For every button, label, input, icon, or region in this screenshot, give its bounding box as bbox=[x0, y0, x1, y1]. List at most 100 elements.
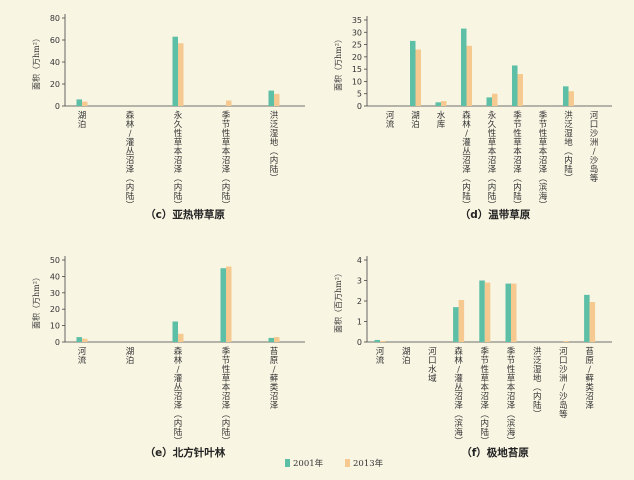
bar bbox=[461, 28, 467, 107]
category-label: 苔原∕藓类沼泽 bbox=[270, 346, 279, 411]
y-tick-label: 80 bbox=[50, 14, 60, 23]
bar bbox=[226, 266, 232, 342]
category-label: 永久性草本沼泽︵内陆︶ bbox=[488, 110, 497, 211]
y-tick-label: 10 bbox=[50, 322, 60, 331]
bar bbox=[512, 65, 518, 106]
y-axis-label: 面积（万hm²） bbox=[31, 273, 41, 329]
y-tick-label: 0 bbox=[55, 338, 60, 347]
category-label: 河口水域 bbox=[428, 346, 437, 384]
y-tick-label: 1 bbox=[357, 318, 362, 327]
y-tick-label: 40 bbox=[50, 272, 60, 281]
category-label: 洪泛湿地︵内陆︶ bbox=[270, 110, 279, 184]
y-tick-label: 20 bbox=[50, 305, 60, 314]
y-tick-label: 30 bbox=[352, 28, 362, 37]
bar bbox=[563, 340, 569, 342]
bar bbox=[466, 45, 472, 106]
category-label: 森林∕灌丛沼泽︵内陆︶ bbox=[126, 110, 135, 211]
category-label: 森林∕灌丛沼泽︵内陆︶ bbox=[174, 346, 183, 447]
category-label: 河流 bbox=[376, 346, 385, 366]
category-label: 季节性草本沼泽︵滨海︶ bbox=[507, 346, 516, 447]
bar bbox=[453, 307, 459, 342]
category-label: 季节性草本沼泽︵滨海︶ bbox=[539, 110, 548, 211]
bar bbox=[415, 49, 421, 106]
bar bbox=[178, 43, 184, 106]
bar bbox=[82, 101, 88, 106]
y-axis-label: 面积（百万hm²） bbox=[333, 269, 343, 333]
category-label: 洪泛湿地︵内陆︶ bbox=[533, 346, 542, 420]
bar bbox=[505, 283, 511, 342]
category-label: 季节性草本沼泽︵内陆︶ bbox=[222, 110, 231, 211]
category-label: 湖泊 bbox=[411, 111, 420, 130]
bar bbox=[511, 283, 517, 342]
y-tick-label: 10 bbox=[352, 77, 362, 86]
bar bbox=[172, 36, 178, 107]
chart-title: （e）北方针叶林 bbox=[145, 446, 226, 459]
y-tick-label: 20 bbox=[50, 80, 60, 89]
y-tick-label: 60 bbox=[50, 36, 60, 45]
category-label: 河流 bbox=[78, 346, 87, 366]
category-label: 水库 bbox=[437, 110, 446, 130]
bar bbox=[584, 294, 590, 342]
category-label: 湖泊 bbox=[126, 347, 135, 366]
bar bbox=[410, 40, 416, 107]
y-tick-label: 0 bbox=[357, 102, 362, 111]
y-tick-label: 50 bbox=[50, 256, 60, 265]
y-tick-label: 30 bbox=[50, 289, 60, 298]
category-label: 森林∕灌丛沼泽︵滨海︶ bbox=[454, 346, 463, 447]
category-label: 苔原∕藓类沼泽 bbox=[585, 346, 594, 411]
category-label: 湖泊 bbox=[78, 111, 87, 130]
bar bbox=[484, 282, 491, 342]
bar bbox=[268, 337, 274, 342]
y-tick-label: 2 bbox=[357, 297, 362, 306]
legend: 2001年 2013年 bbox=[285, 458, 384, 469]
bar bbox=[458, 299, 465, 342]
bar bbox=[479, 280, 485, 342]
y-tick-label: 15 bbox=[352, 65, 362, 74]
bar bbox=[76, 99, 82, 106]
bar bbox=[274, 337, 280, 342]
y-tick-label: 4 bbox=[357, 256, 362, 265]
legend-label: 2001年 bbox=[293, 458, 324, 469]
bar bbox=[76, 337, 82, 342]
category-label: 河口沙洲∕沙岛等 bbox=[590, 110, 599, 184]
bar bbox=[178, 333, 184, 342]
y-axis-label: 面积（万hm²） bbox=[333, 35, 343, 91]
category-label: 永久性草本沼泽︵内陆︶ bbox=[174, 110, 183, 211]
bar bbox=[380, 340, 386, 342]
bar bbox=[220, 268, 226, 342]
category-label: 河流 bbox=[386, 110, 395, 130]
bar bbox=[374, 339, 380, 342]
bar bbox=[82, 338, 88, 342]
y-tick-label: 5 bbox=[357, 90, 362, 99]
legend-swatch bbox=[345, 459, 350, 467]
legend-swatch bbox=[285, 459, 290, 467]
category-label: 森林∕灌丛沼泽︵内陆︶ bbox=[462, 110, 471, 211]
bar bbox=[563, 86, 569, 106]
chart-title: （f）极地苔原 bbox=[461, 446, 529, 459]
y-tick-label: 0 bbox=[357, 338, 362, 347]
category-label: 季节性草本沼泽︵内陆︶ bbox=[481, 346, 490, 447]
category-label: 湖泊 bbox=[402, 347, 411, 366]
bar bbox=[589, 302, 596, 342]
y-tick-label: 40 bbox=[50, 58, 60, 67]
category-label: 河口沙洲∕沙岛等 bbox=[559, 346, 568, 420]
y-tick-label: 0 bbox=[55, 102, 60, 111]
category-label: 洪泛湿地︵内陆︶ bbox=[564, 110, 573, 184]
chart-panel-0: 0 20 40 60 80 面积（万hm²） 湖泊 森林∕灌丛沼泽︵内陆︶ 永久性草本沼泽︵内陆… bbox=[31, 14, 305, 221]
chart-panel-2: 0 10 20 30 40 50 面积（万hm²） 河流 湖泊 森林∕灌丛沼泽︵内陆︶ 季节性草本沼… bbox=[31, 256, 305, 459]
y-tick-label: 20 bbox=[352, 53, 362, 62]
bar bbox=[492, 93, 498, 106]
bar bbox=[435, 102, 441, 106]
y-tick-label: 25 bbox=[352, 41, 362, 50]
bar bbox=[226, 100, 232, 106]
chart-title: （d）温带草原 bbox=[460, 208, 531, 221]
y-axis-label: 面积（万hm²） bbox=[31, 34, 41, 90]
bar bbox=[568, 91, 574, 106]
bar bbox=[274, 93, 280, 106]
category-label: 季节性草本沼泽︵内陆︶ bbox=[222, 346, 231, 447]
y-tick-label: 35 bbox=[352, 16, 362, 25]
bar bbox=[268, 90, 274, 106]
